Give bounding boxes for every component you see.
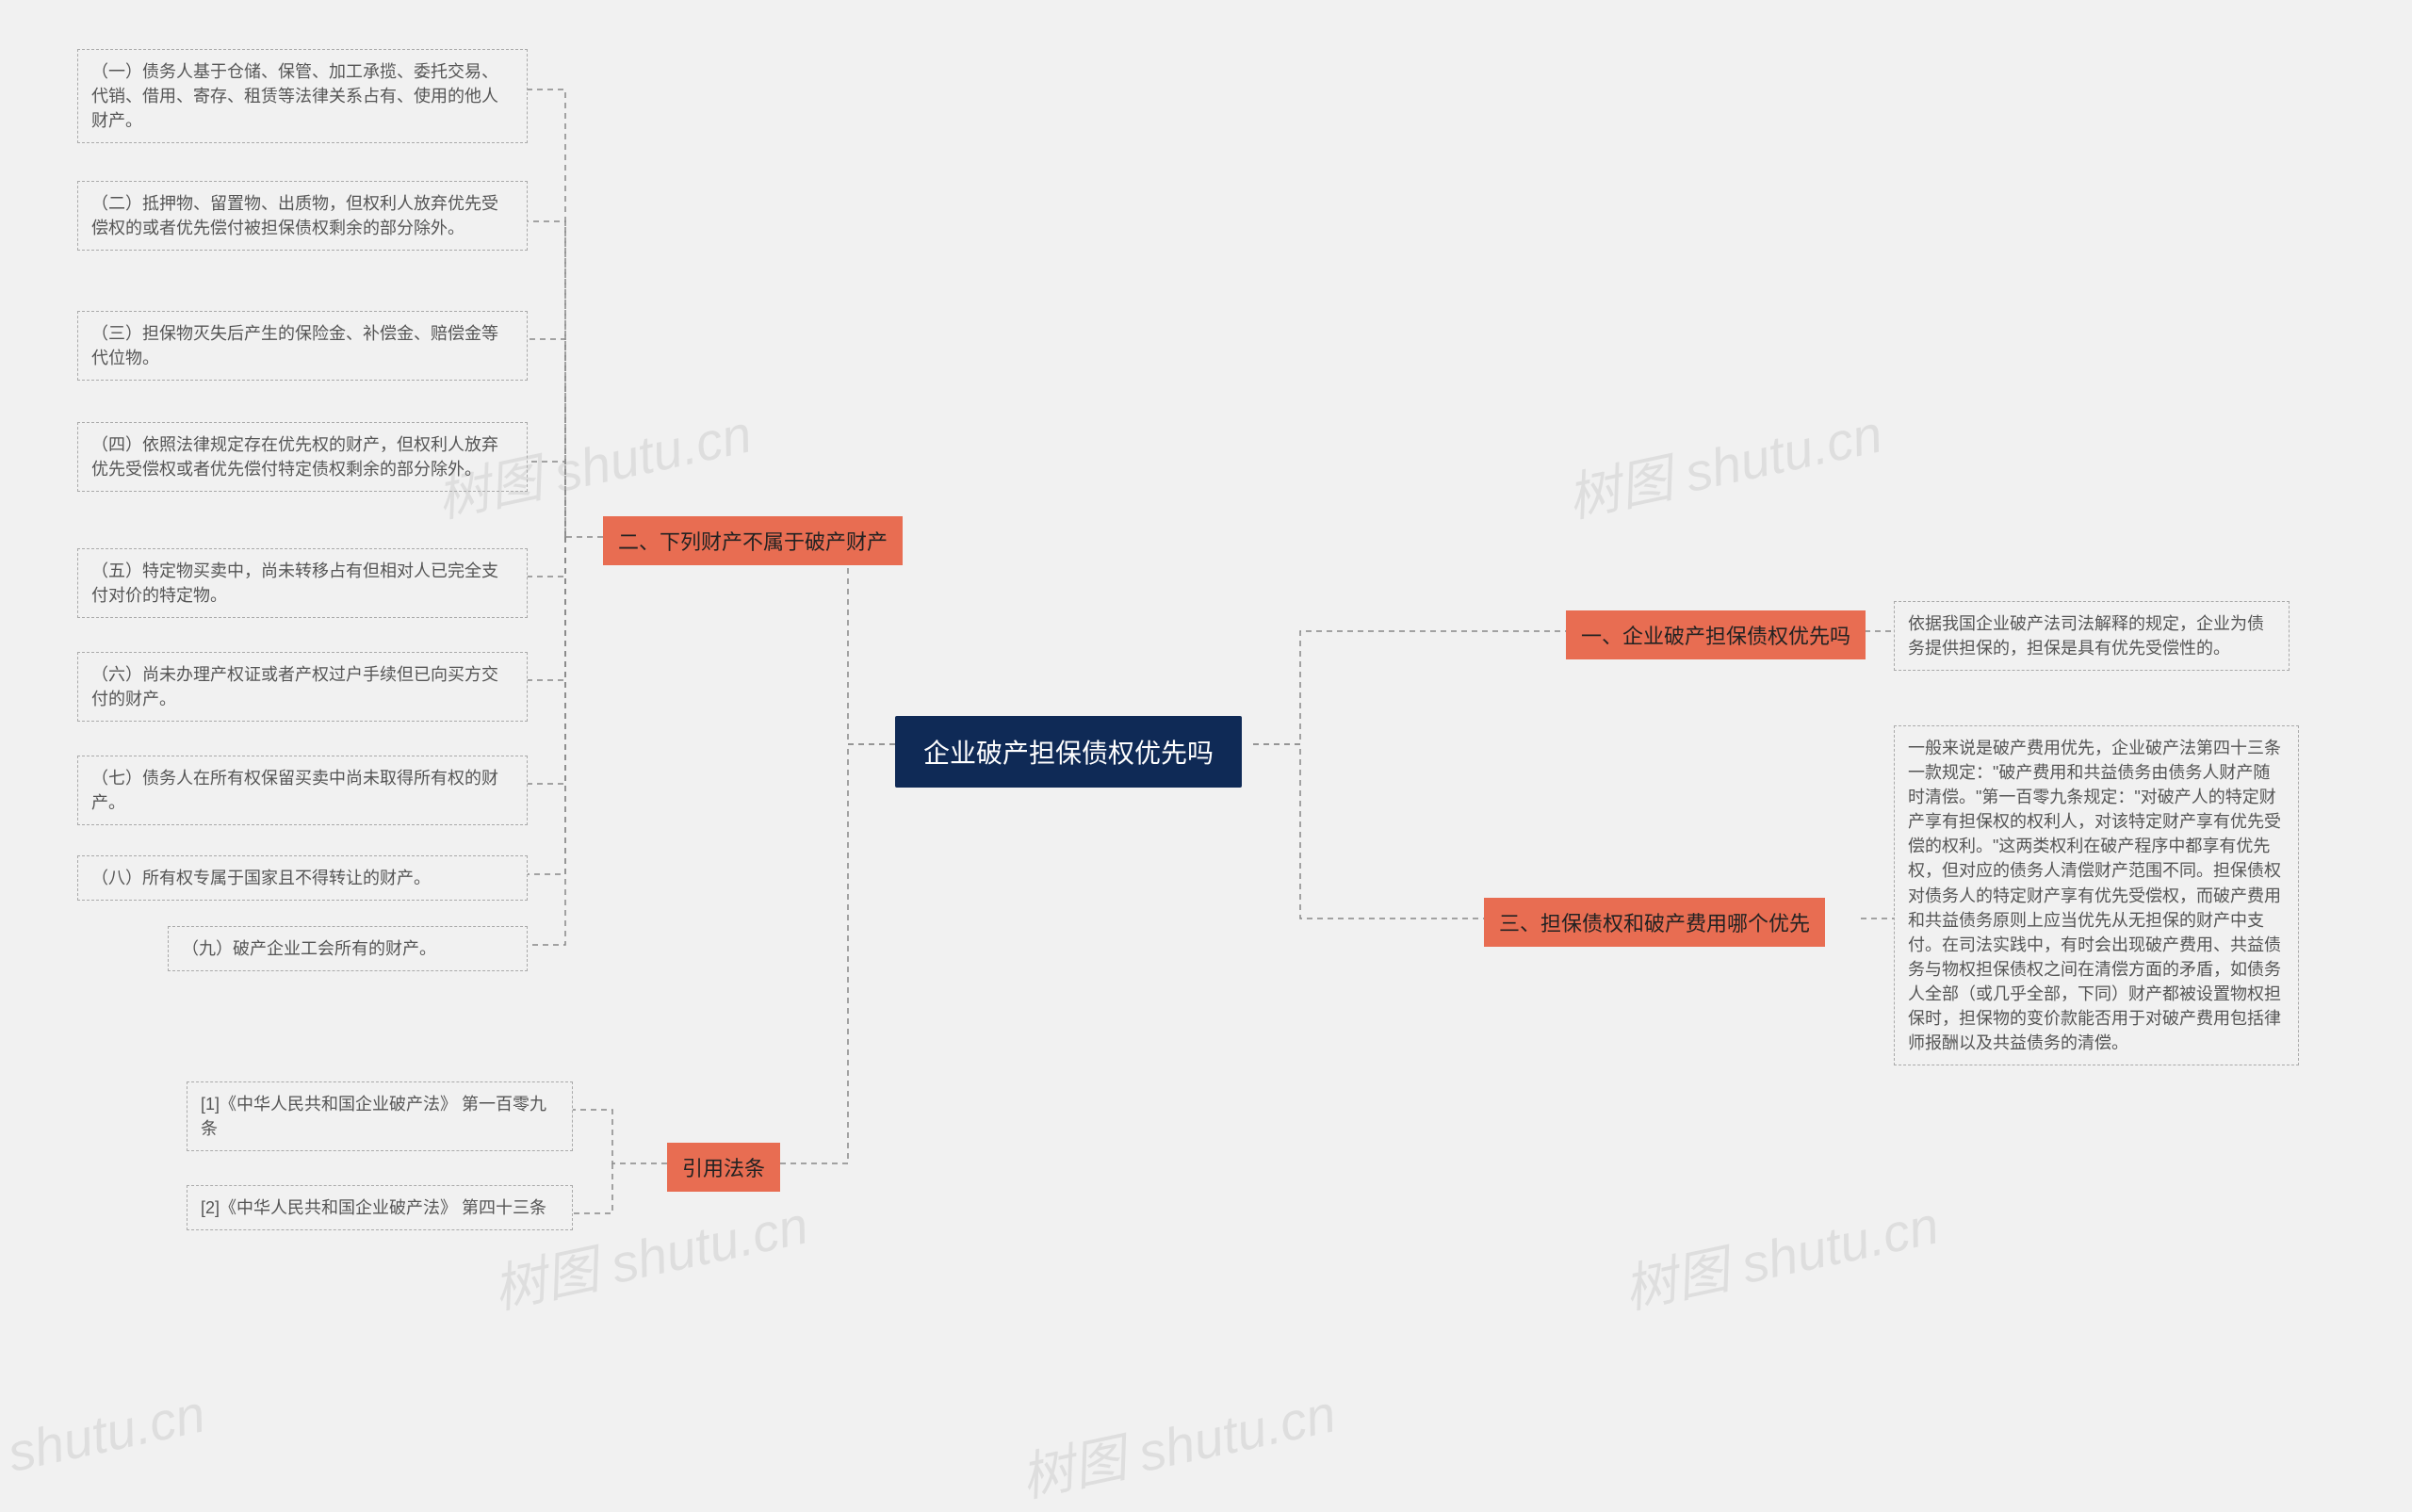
branch-right-3: 三、担保债权和破产费用哪个优先 (1484, 898, 1825, 947)
branch-citations: 引用法条 (667, 1143, 780, 1192)
watermark: 树图 shutu.cn (1616, 1183, 1945, 1325)
leaf-left-2-5: （六）尚未办理产权证或者产权过户手续但已向买方交付的财产。 (77, 652, 528, 722)
watermark: 树图 shutu.cn (1013, 1372, 1342, 1512)
leaf-left-2-8: （九）破产企业工会所有的财产。 (168, 926, 528, 971)
leaf-left-2-2: （三）担保物灭失后产生的保险金、补偿金、赔偿金等代位物。 (77, 311, 528, 381)
leaf-left-2-4: （五）特定物买卖中，尚未转移占有但相对人已完全支付对价的特定物。 (77, 548, 528, 618)
leaf-left-2-1: （二）抵押物、留置物、出质物，但权利人放弃优先受偿权的或者优先偿付被担保债权剩余… (77, 181, 528, 251)
branch-left-2: 二、下列财产不属于破产财产 (603, 516, 903, 565)
leaf-cite-0: [1]《中华人民共和国企业破产法》 第一百零九条 (187, 1081, 573, 1151)
leaf-left-2-0: （一）债务人基于仓储、保管、加工承揽、委托交易、代销、借用、寄存、租赁等法律关系… (77, 49, 528, 143)
leaf-cite-1: [2]《中华人民共和国企业破产法》 第四十三条 (187, 1185, 573, 1230)
leaf-right-3-0: 一般来说是破产费用优先，企业破产法第四十三条一款规定："破产费用和共益债务由债务… (1894, 725, 2299, 1065)
leaf-left-2-7: （八）所有权专属于国家且不得转让的财产。 (77, 855, 528, 901)
root-node: 企业破产担保债权优先吗 (895, 716, 1242, 788)
watermark: 树图 shutu.cn (1559, 392, 1888, 533)
leaf-right-1-0: 依据我国企业破产法司法解释的规定，企业为债务提供担保的，担保是具有优先受偿性的。 (1894, 601, 2290, 671)
branch-right-1: 一、企业破产担保债权优先吗 (1566, 610, 1866, 659)
mindmap-canvas: 树图 shutu.cn 树图 shutu.cn 树图 shutu.cn 树图 s… (0, 0, 2412, 1453)
watermark: 树图 shutu.cn (0, 1372, 211, 1512)
leaf-left-2-3: （四）依照法律规定存在优先权的财产，但权利人放弃优先受偿权或者优先偿付特定债权剩… (77, 422, 528, 492)
leaf-left-2-6: （七）债务人在所有权保留买卖中尚未取得所有权的财产。 (77, 756, 528, 825)
